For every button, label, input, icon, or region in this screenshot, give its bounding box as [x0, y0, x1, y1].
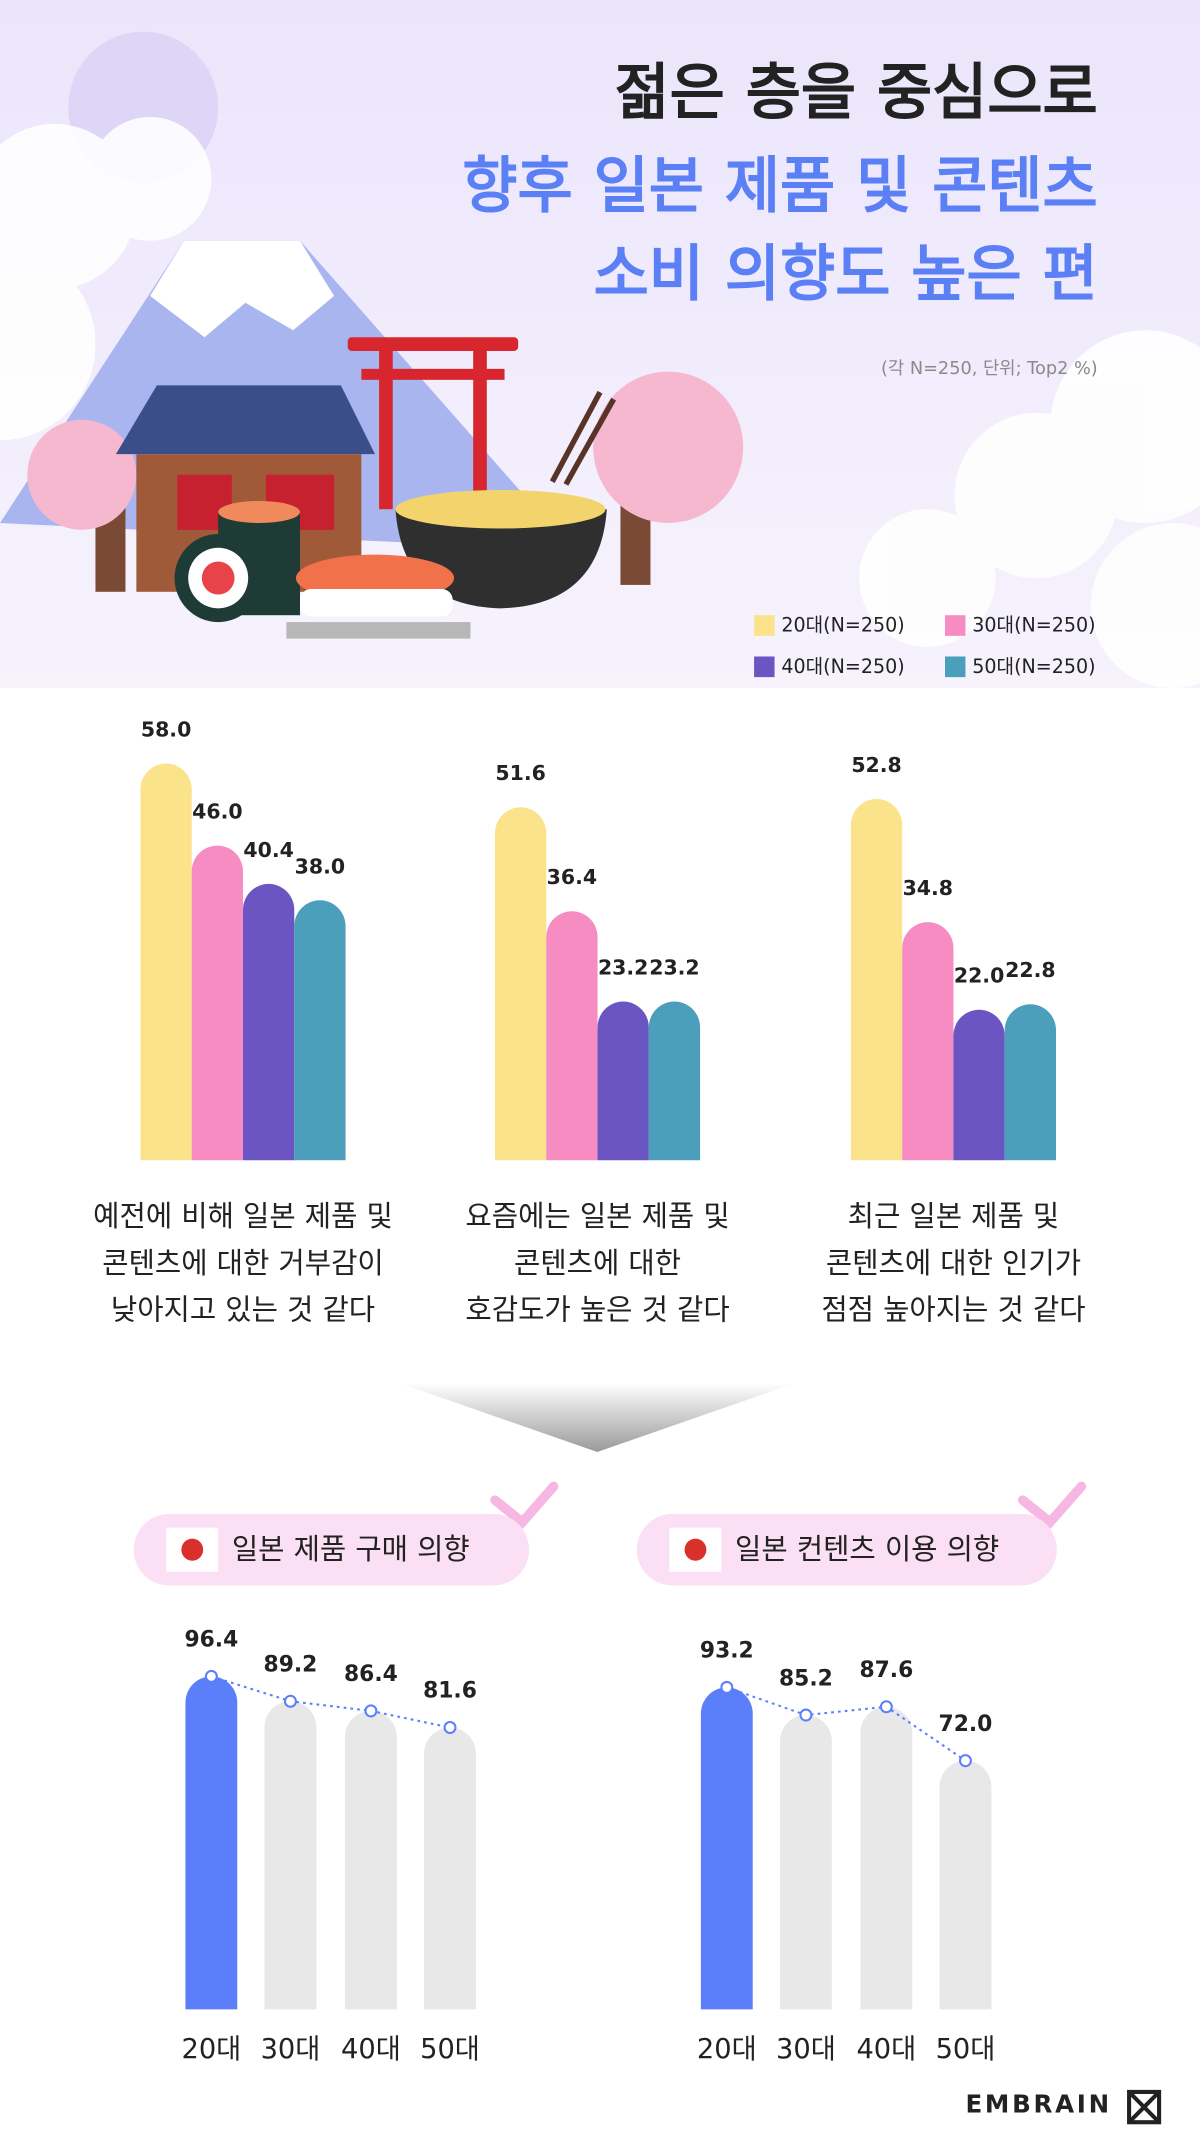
bar	[345, 1710, 397, 2010]
value-label: 93.2	[700, 1639, 754, 1664]
title-pill	[133, 1513, 530, 1586]
bar	[953, 1009, 1005, 1161]
check-deco	[490, 1481, 559, 1529]
logo-text: EMBRAIN	[965, 2090, 1111, 2119]
value-label: 23.2	[598, 955, 648, 979]
flag-dot	[684, 1538, 707, 1561]
bar	[424, 1727, 476, 2010]
torii	[347, 337, 519, 510]
bar	[1004, 1004, 1056, 1161]
value-label: 23.2	[649, 955, 699, 979]
legend-swatch	[945, 656, 966, 678]
title-line: 향후 일본 제품 및 콘텐츠	[462, 151, 1097, 221]
value-label: 81.6	[423, 1679, 477, 1704]
category-label: 최근 일본 제품 및	[848, 1199, 1060, 1233]
category-label: 호감도가 높은 것 같다	[465, 1293, 729, 1327]
bar	[264, 1701, 317, 2010]
category-label: 콘텐츠에 대한	[514, 1246, 681, 1280]
value-label: 87.6	[859, 1658, 913, 1683]
x-label: 50대	[936, 2034, 996, 2065]
title-line: 젊은 층을 중심으로	[614, 58, 1097, 128]
legend-label: 20대(N=250)	[781, 614, 904, 637]
title-pill	[636, 1513, 1057, 1586]
bar	[597, 1001, 649, 1161]
x-label: 30대	[261, 2034, 321, 2065]
x-label: 50대	[420, 2034, 480, 2065]
value-label: 85.2	[779, 1666, 833, 1691]
check-deco	[1017, 1481, 1087, 1529]
bar	[140, 763, 192, 1161]
bar	[191, 845, 243, 1161]
bar	[902, 922, 954, 1161]
bar	[294, 900, 346, 1161]
flag-dot	[181, 1538, 204, 1561]
mountain-snow	[150, 240, 335, 338]
legend-swatch	[754, 656, 775, 678]
bar	[243, 883, 295, 1161]
value-label: 72.0	[939, 1712, 993, 1737]
value-label: 52.8	[851, 753, 901, 777]
bar	[780, 1715, 832, 2010]
bar	[939, 1760, 992, 2010]
trend-line	[211, 1675, 451, 1729]
chart-title: 일본 컨텐츠 이용 의향	[735, 1532, 999, 1566]
divider-arrow	[399, 1383, 795, 1452]
trend-point	[283, 1694, 297, 1708]
trend-point	[204, 1669, 218, 1683]
trend-point	[879, 1700, 893, 1714]
category-label: 낮아지고 있는 것 같다	[111, 1293, 375, 1327]
logo: EMBRAIN	[965, 2090, 1162, 2125]
value-label: 22.0	[954, 964, 1004, 988]
value-label: 58.0	[141, 717, 191, 741]
trend-point	[364, 1704, 378, 1718]
bar	[546, 911, 598, 1161]
legend-label: 40대(N=250)	[781, 655, 904, 678]
legend-label: 50대(N=250)	[972, 655, 1095, 678]
bar	[850, 799, 903, 1161]
charts: 20대(N=250) 58.0 51.6 52.8 30대(N=250) 46.0 36.4…	[93, 614, 1095, 2066]
trend-point	[799, 1708, 813, 1722]
unit-note: (각 N=250, 단위; Top2 %)	[881, 358, 1098, 379]
value-label: 89.2	[264, 1652, 318, 1677]
value-label: 51.6	[495, 761, 545, 785]
trend-point	[958, 1754, 972, 1768]
trend-point	[720, 1680, 734, 1694]
legend-swatch	[754, 615, 775, 636]
category-label: 예전에 비해 일본 제품 및	[93, 1199, 393, 1233]
category-label: 콘텐츠에 대한 인기가	[826, 1246, 1081, 1280]
category-label: 점점 높아지는 것 같다	[821, 1293, 1085, 1327]
cherry-trees	[27, 371, 744, 592]
x-label: 20대	[181, 2034, 241, 2065]
category-label: 요즘에는 일본 제품 및	[465, 1199, 729, 1233]
value-label: 40.4	[243, 838, 293, 862]
chart-title: 일본 제품 구매 의향	[232, 1532, 470, 1566]
legend-swatch	[945, 615, 966, 636]
category-label: 콘텐츠에 대한 거부감이	[102, 1246, 383, 1280]
value-label: 34.8	[903, 876, 953, 900]
bar	[495, 807, 547, 1161]
value-label: 22.8	[1005, 958, 1055, 982]
clouds	[0, 116, 1200, 689]
x-label: 30대	[776, 2034, 836, 2065]
value-label: 38.0	[295, 854, 345, 878]
value-label: 46.0	[192, 799, 242, 823]
x-label: 40대	[341, 2034, 401, 2065]
value-label: 36.4	[547, 865, 597, 889]
x-label: 20대	[697, 2034, 757, 2065]
legend-label: 30대(N=250)	[972, 614, 1095, 637]
title-line: 소비 의향도 높은 편	[594, 239, 1098, 309]
bar	[648, 1001, 701, 1161]
x-label: 40대	[856, 2034, 916, 2065]
trend-line	[726, 1686, 967, 1762]
value-label: 86.4	[344, 1662, 398, 1687]
bar	[185, 1676, 238, 2010]
trend-point	[443, 1720, 457, 1735]
bar	[700, 1687, 753, 2010]
bar	[860, 1706, 913, 2010]
food	[174, 390, 617, 639]
value-label: 96.4	[184, 1628, 238, 1653]
